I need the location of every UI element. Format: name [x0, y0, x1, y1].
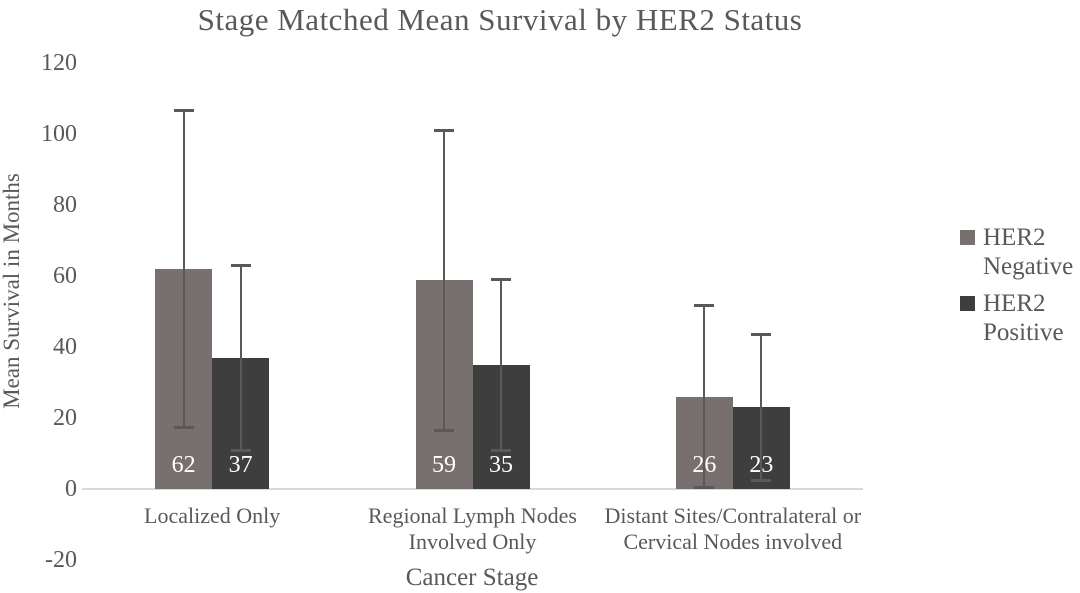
- legend-swatch: [960, 296, 975, 311]
- error-bar: [173, 109, 194, 429]
- error-bar: [751, 332, 772, 482]
- x-axis-title: Cancer Stage: [405, 564, 539, 591]
- bar-value-label: 62: [171, 451, 196, 478]
- error-bar-line: [239, 263, 242, 452]
- y-tick-label: 120: [41, 50, 77, 76]
- y-tick-label: 60: [53, 263, 77, 289]
- error-bar-bottom-cap: [173, 425, 194, 429]
- error-bar-bottom-cap: [751, 478, 772, 482]
- y-tick-label: 40: [53, 334, 77, 360]
- y-tick-label: 20: [53, 405, 77, 431]
- error-bar-line: [703, 304, 706, 489]
- error-bar-bottom-cap: [491, 448, 511, 452]
- bar-value-label: 59: [432, 451, 456, 478]
- legend-label: HER2 Negative: [983, 224, 1074, 280]
- x-category-label: Regional Lymph Nodes Involved Only: [368, 503, 577, 554]
- y-tick-label: 0: [65, 476, 77, 502]
- legend-item: HER2 Positive: [960, 289, 1080, 347]
- error-bar: [230, 263, 251, 452]
- error-bar-line: [760, 332, 763, 482]
- y-tick-label: 80: [53, 192, 77, 218]
- x-axis-line: [82, 488, 863, 490]
- error-bar: [694, 304, 715, 489]
- error-bar-bottom-cap: [230, 448, 251, 452]
- legend-item: HER2 Negative: [960, 223, 1080, 281]
- x-category-label: Distant Sites/Contralateral or Cervical …: [604, 503, 862, 554]
- error-bar: [491, 277, 511, 452]
- error-bar-line: [500, 277, 502, 452]
- y-tick-label: 100: [41, 121, 77, 147]
- error-bar-line: [443, 128, 445, 433]
- bar-value-label: 37: [228, 451, 253, 478]
- error-bar: [434, 128, 454, 433]
- error-bar-line: [182, 109, 185, 429]
- error-bar-bottom-cap: [694, 485, 715, 489]
- legend-label: HER2 Positive: [983, 290, 1064, 346]
- y-tick-label: -20: [45, 547, 77, 573]
- bar-value-label: 35: [489, 452, 513, 478]
- chart-title: Stage Matched Mean Survival by HER2 Stat…: [197, 2, 803, 37]
- error-bar-bottom-cap: [434, 429, 454, 433]
- legend: HER2 Negative HER2 Positive: [960, 223, 1080, 355]
- x-category-label: Localized Only: [144, 503, 281, 528]
- legend-swatch: [960, 230, 975, 245]
